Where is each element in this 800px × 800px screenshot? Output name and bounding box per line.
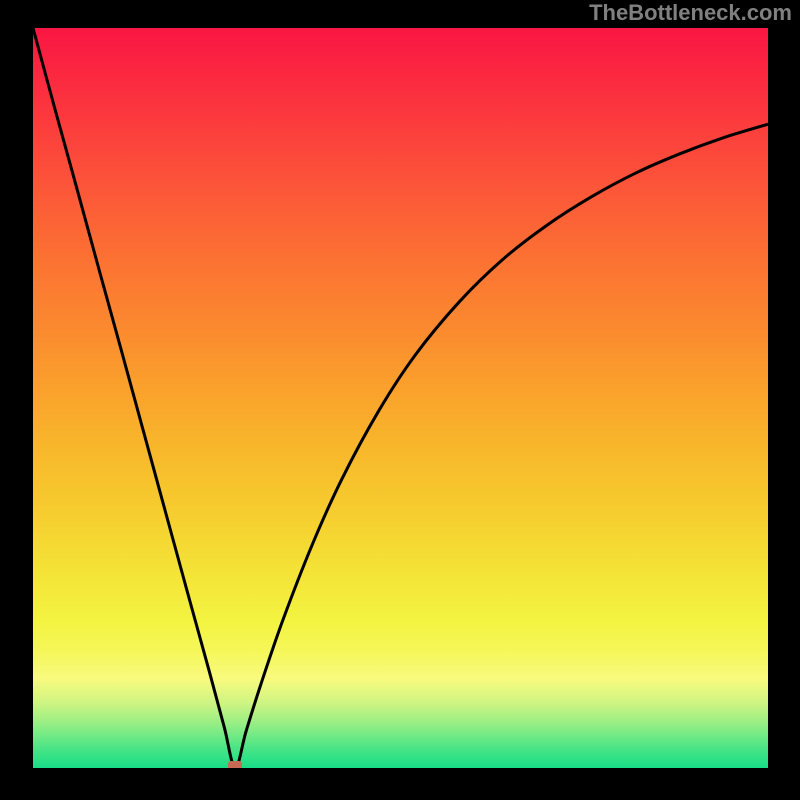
bottleneck-curve: [33, 28, 768, 768]
chart-container: { "watermark": { "text": "TheBottleneck.…: [0, 0, 800, 800]
watermark-text: TheBottleneck.com: [589, 0, 792, 26]
optimal-marker: [228, 761, 242, 768]
plot-area: [33, 28, 768, 768]
curve-path: [33, 28, 768, 768]
